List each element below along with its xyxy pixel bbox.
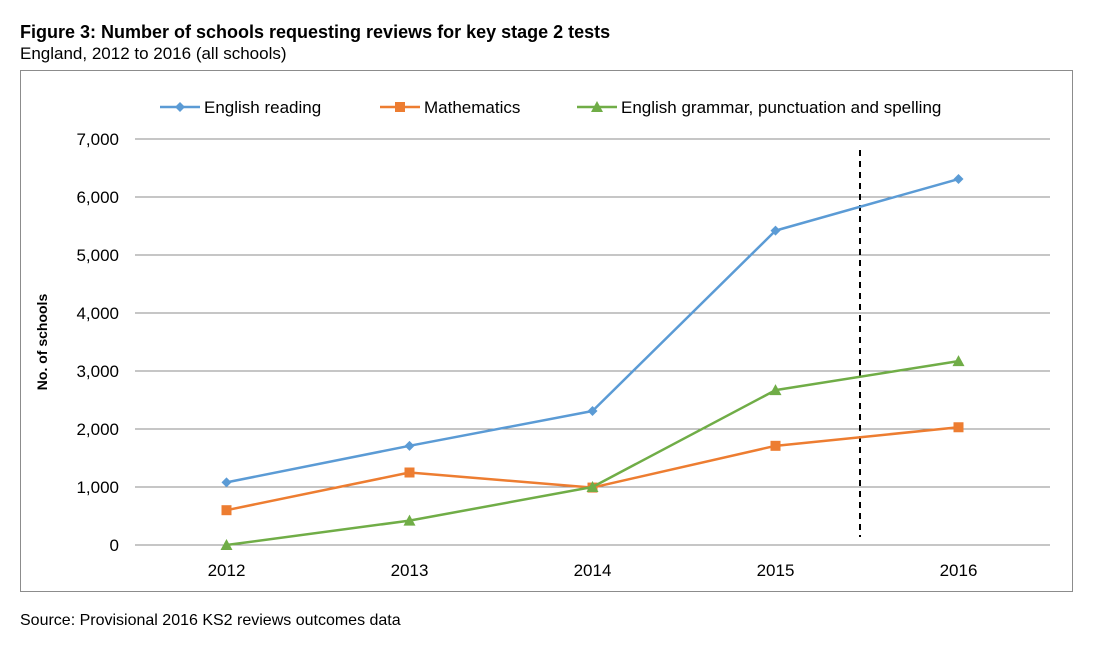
legend-marker-english-grammar-punctuation-and-spelling	[591, 101, 603, 112]
legend-label-english-grammar-punctuation-and-spelling: English grammar, punctuation and spellin…	[621, 98, 941, 117]
data-point-mathematics	[221, 505, 232, 516]
y-tick-label: 0	[110, 536, 119, 555]
y-tick-label: 7,000	[76, 130, 119, 149]
x-tick-label: 2014	[574, 561, 612, 580]
series-line-english-grammar-punctuation-and-spelling	[226, 359, 959, 547]
data-point-english-reading	[221, 477, 232, 488]
chart-frame	[20, 70, 1073, 592]
data-point-english-reading	[587, 406, 598, 417]
x-tick-label: 2013	[391, 561, 429, 580]
line-chart: 0 1,000 2,000 3,000 4,000 5,000 6,000 7,000 2012…	[34, 98, 1050, 580]
series-line-mathematics	[226, 426, 959, 512]
data-point-mathematics	[770, 440, 781, 451]
x-tick-label: 2015	[757, 561, 795, 580]
legend-marker-mathematics	[395, 102, 405, 112]
figure-subtitle: England, 2012 to 2016 (all schools)	[20, 44, 287, 63]
y-tick-label: 1,000	[76, 478, 119, 497]
legend-label-english-reading: English reading	[204, 98, 321, 117]
data-point-english-grammar-punctuation-and-spelling	[952, 355, 965, 367]
data-point-english-reading	[404, 440, 415, 451]
data-point-english-grammar-punctuation-and-spelling	[220, 539, 233, 550]
y-tick-label: 4,000	[76, 304, 119, 323]
y-tick-label: 5,000	[76, 246, 119, 265]
y-tick-label: 2,000	[76, 420, 119, 439]
source-note: Source: Provisional 2016 KS2 reviews out…	[20, 612, 401, 629]
data-point-english-grammar-punctuation-and-spelling	[769, 384, 782, 396]
series-line-english-reading	[226, 177, 959, 484]
figure-title: Figure 3: Number of schools requesting r…	[20, 22, 611, 42]
data-point-english-grammar-punctuation-and-spelling	[586, 481, 599, 492]
data-point-mathematics	[404, 467, 415, 478]
x-tick-label: 2012	[208, 561, 246, 580]
data-point-english-reading	[953, 174, 964, 185]
legend-label-mathematics: Mathematics	[424, 98, 520, 117]
data-point-english-grammar-punctuation-and-spelling	[403, 514, 416, 526]
data-point-english-reading	[770, 225, 781, 236]
y-axis-label: No. of schools	[34, 294, 50, 391]
y-tick-label: 6,000	[76, 188, 119, 207]
y-tick-label: 3,000	[76, 362, 119, 381]
x-tick-label: 2016	[940, 561, 978, 580]
data-point-mathematics	[953, 422, 964, 433]
legend-marker-english-reading	[175, 102, 185, 112]
